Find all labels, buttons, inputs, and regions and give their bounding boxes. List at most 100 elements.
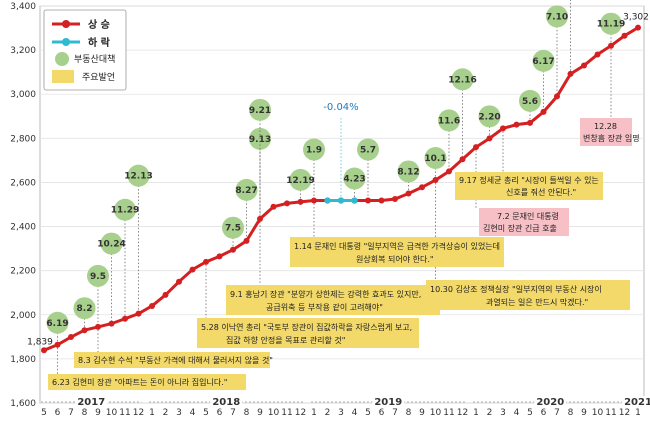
y-tick-label: 2,400 <box>10 223 36 233</box>
year-label-bg <box>534 396 567 407</box>
x-tick-label: 8 <box>244 408 250 418</box>
x-tick-label: 10 <box>268 408 280 418</box>
policy-marker <box>451 68 474 91</box>
x-tick-label: 3 <box>176 408 182 418</box>
policy-label: 5.7 <box>360 146 376 156</box>
legend-statement-marker <box>52 70 74 83</box>
x-tick-label: 11 <box>443 408 454 418</box>
statement-5.28: 5.28 이낙연 총리 "국토부 장관이 집값하락을 자랑스럽게 보고, 집값 … <box>197 318 419 348</box>
legend-policy-marker <box>55 52 69 66</box>
statement-5.28-line1: 5.28 이낙연 총리 "국토부 장관이 집값하락을 자랑스럽게 보고, <box>201 322 412 332</box>
policy-label: 8.12 <box>397 167 419 177</box>
policy-marker <box>289 168 312 191</box>
x-tick-label: 1 <box>149 408 155 418</box>
data-point <box>243 237 250 244</box>
data-point <box>459 156 466 163</box>
legend-up-marker <box>62 20 70 28</box>
series-layer: -0.04% <box>41 24 641 354</box>
statement-6.23: 6.23 김현미 장관 "아파트는 돈이 아니라 집입니다." <box>48 374 246 390</box>
statement-9.1: 9.1 홍남기 장관 "분양가 상한제는 강력한 효과도 있지만, 공급위축 등… <box>226 285 440 315</box>
policy-marker <box>100 232 123 255</box>
policy-label: 11.29 <box>111 206 139 216</box>
y-tick-label: 2,000 <box>10 311 36 321</box>
x-axis: 5 6 7 8 9 10 11 12 1 2 3 4 5 6 7 8 9 10 11 12 1 2 3 4 5 6 7 8 9 10 11 1… <box>41 396 650 418</box>
statement-9.17-line1: 9.17 정세균 총리 "시장이 들썩일 수 있는 <box>459 175 599 185</box>
policy-label: 7.5 <box>225 224 241 234</box>
statement-12.28-line1: 12.28 <box>594 122 617 131</box>
data-point <box>122 315 128 322</box>
data-point <box>230 246 236 253</box>
data-point <box>365 197 371 204</box>
statement-10.30: 10.30 김상조 정책실장 "일부지역의 부동산 시장이 과열되는 일은 만드… <box>426 280 630 310</box>
policy-label: 5.6 <box>522 97 538 107</box>
y-tick-label: 3,400 <box>10 2 36 12</box>
year-label: 2019 <box>374 397 402 408</box>
policy-marker <box>343 167 366 190</box>
data-point-down <box>351 197 358 204</box>
policy-marker <box>478 105 501 128</box>
statement-7.2: 7.2 문재인 대통령 김현미 장관 긴급 호출 <box>479 208 569 236</box>
x-tick-label: 9 <box>581 408 587 418</box>
y-tick-label: 1,600 <box>10 399 36 409</box>
x-tick-label: 5 <box>527 408 533 418</box>
data-point <box>257 215 263 222</box>
x-tick-label: 12 <box>457 408 468 418</box>
year-label-bg <box>622 396 650 407</box>
policy-label: 2.20 <box>478 112 500 122</box>
policy-label: 11.19 <box>597 20 625 30</box>
y-axis: 1,600 1,800 2,000 2,200 2,400 2,600 2,800 3,000… <box>10 2 36 409</box>
policy-marker <box>222 216 244 239</box>
legend-up-label: 상 승 <box>88 18 110 31</box>
y-tick-label: 3,200 <box>10 46 36 56</box>
x-tick-label: 11 <box>119 408 130 418</box>
data-point <box>635 24 641 31</box>
data-point <box>554 93 560 100</box>
data-point <box>540 108 547 115</box>
x-tick-label: 1 <box>635 408 641 418</box>
x-tick-label: 5 <box>203 408 209 418</box>
data-point <box>513 121 520 128</box>
x-tick-label: 6 <box>55 408 61 418</box>
policy-marker <box>87 264 109 287</box>
policy-marker <box>127 164 150 187</box>
data-point <box>176 278 182 285</box>
policy-marker <box>600 12 622 35</box>
statement-8.3-text: 8.3 김수현 수석 "부동산 가격에 대해서 물러서지 않을 것" <box>78 355 273 365</box>
data-point <box>135 310 142 317</box>
year-label-bg <box>210 396 243 407</box>
policy-marker <box>357 138 379 161</box>
statement-1.14-line1: 1.14 문재인 대통령 "일부지역은 급격한 가격상승이 있었는데 <box>294 241 500 251</box>
x-tick-label: 4 <box>514 408 520 418</box>
year-label: 2021 <box>624 397 650 408</box>
x-tick-label: 7 <box>68 408 74 418</box>
statement-12.28: 12.28 변창흠 장관 임명 <box>580 118 640 146</box>
statement-12.28-line2: 변창흠 장관 임명 <box>583 133 640 143</box>
statement-1.14-line2: 원상회복 되어야 한다." <box>356 254 434 264</box>
policy-label: 12.16 <box>448 75 476 85</box>
data-point <box>95 323 101 330</box>
policy-markers: 6.19 8.2 9.5 10.24 11.29 12.13 7.5 8.27 9.13 9.21… <box>46 0 625 342</box>
data-point <box>446 168 452 175</box>
policy-label: 12.19 <box>286 176 314 186</box>
data-point <box>68 334 74 341</box>
policy-label: 1.9 <box>306 146 322 156</box>
x-tick-label: 10 <box>106 408 118 418</box>
x-tick-label: 12 <box>295 408 306 418</box>
policy-marker <box>235 178 258 201</box>
policy-label: 6.19 <box>46 319 68 329</box>
policy-label: 8.27 <box>235 186 257 196</box>
policy-marker <box>519 89 541 112</box>
policy-marker <box>438 109 460 132</box>
data-point <box>203 258 209 265</box>
data-point <box>41 347 47 354</box>
year-label: 2018 <box>212 397 240 408</box>
legend-down-marker <box>62 38 70 46</box>
data-point <box>216 253 223 260</box>
data-point <box>108 320 115 327</box>
statement-7.2-line1: 7.2 문재인 대통령 <box>497 211 559 221</box>
x-tick-label: 12 <box>619 408 630 418</box>
y-tick-label: 2,200 <box>10 267 36 277</box>
legend-down-label: 하 락 <box>88 36 111 49</box>
data-point <box>473 144 479 151</box>
x-tick-label: 1 <box>311 408 317 418</box>
